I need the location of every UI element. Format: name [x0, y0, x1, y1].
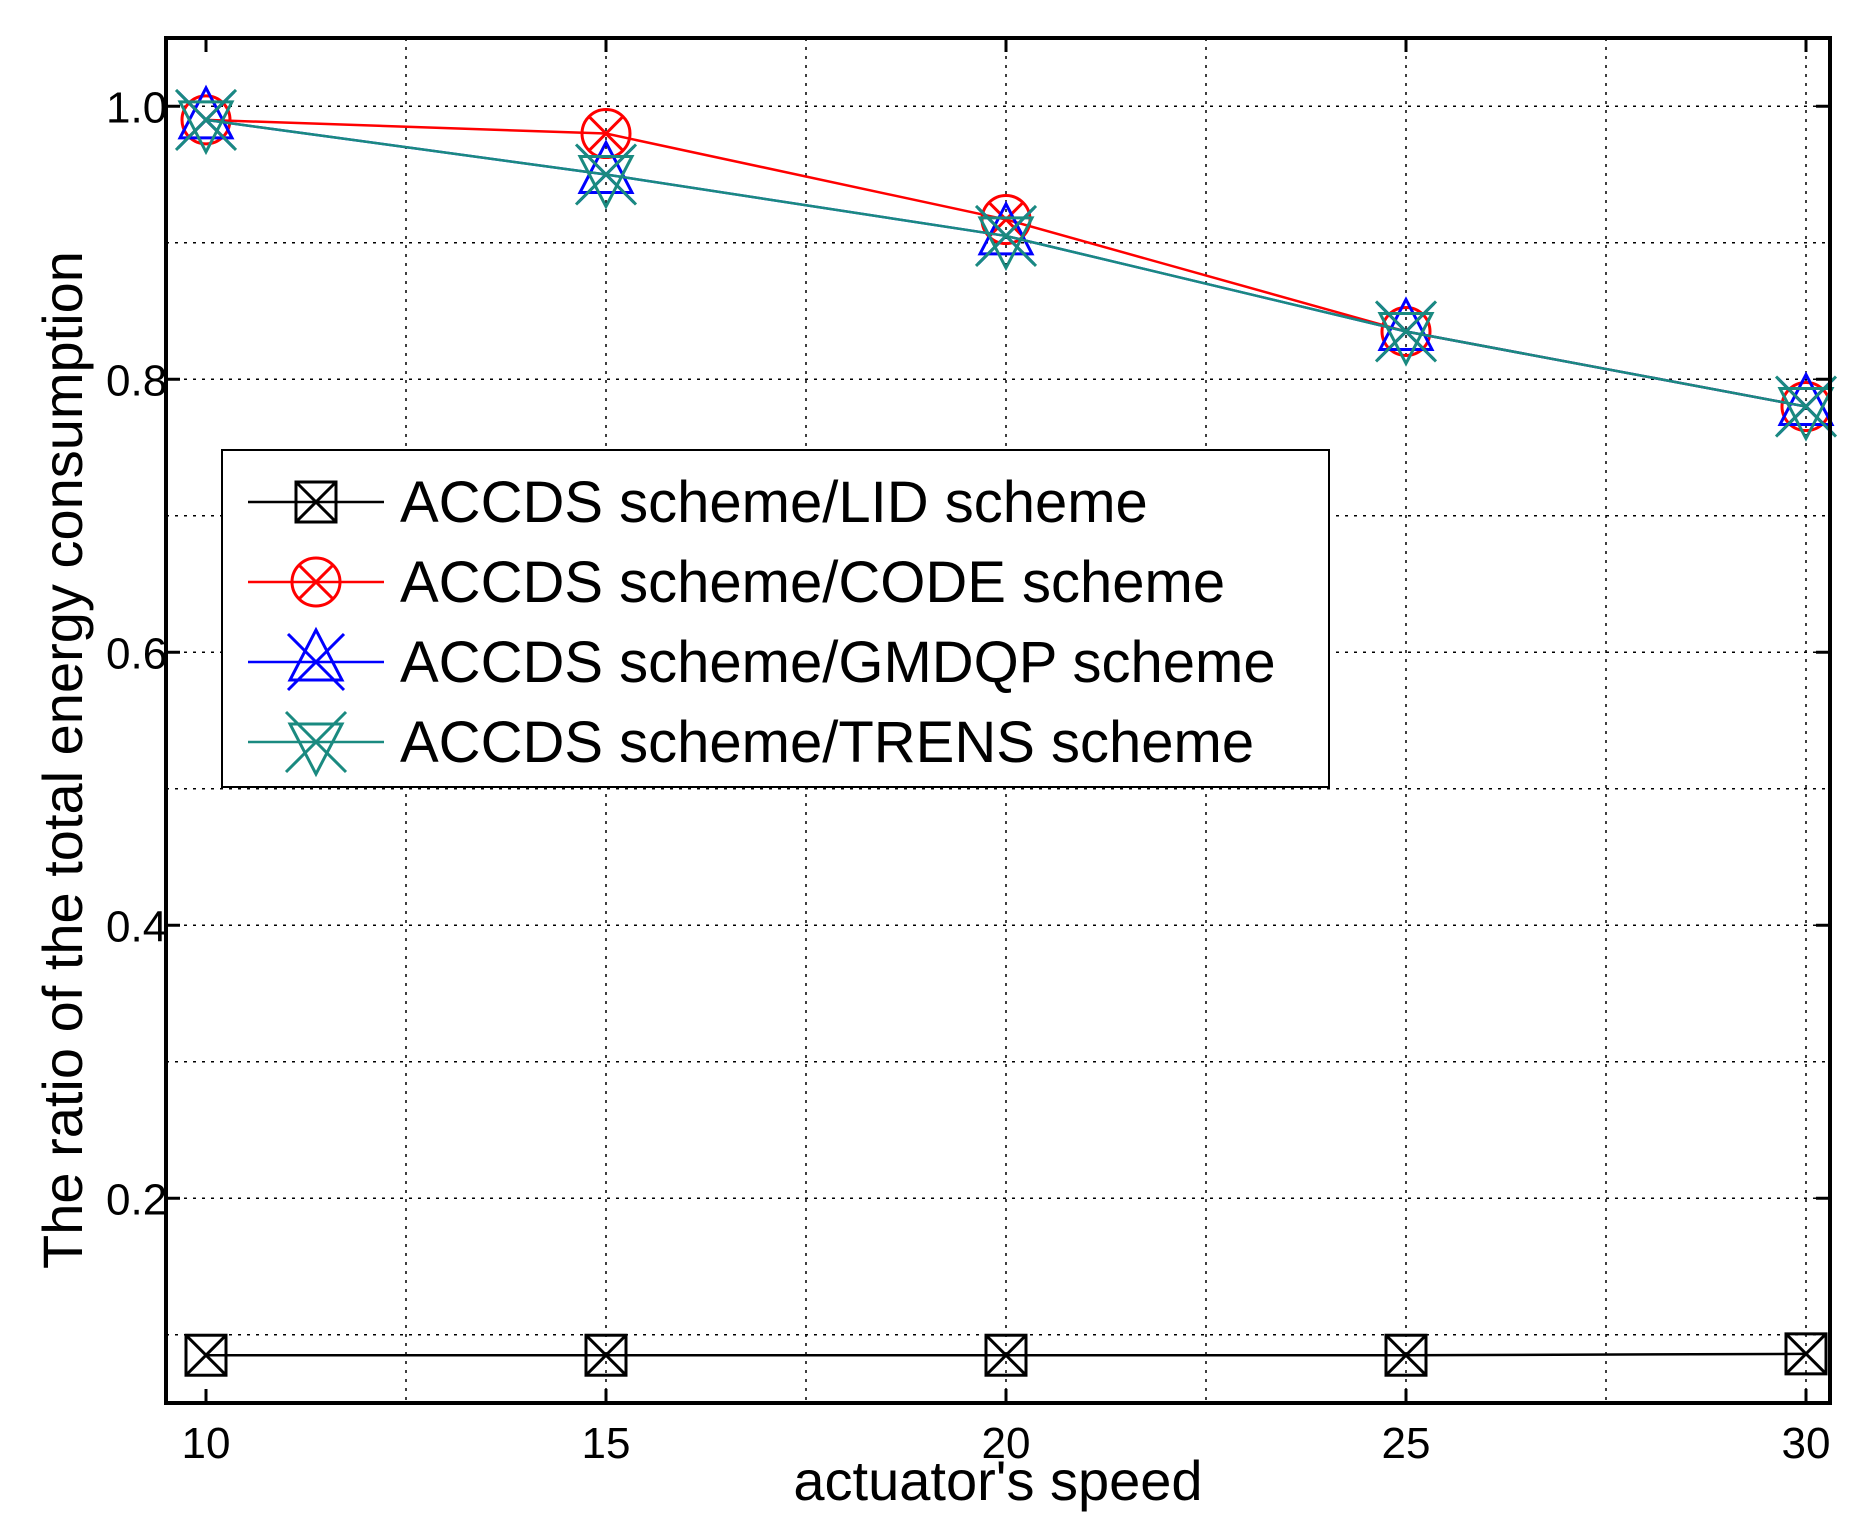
- tick-labels: 10 15 20 25 30 0.2 0.4 0.6 0.8 1.0: [106, 38, 1830, 1468]
- legend-marker: [294, 480, 338, 524]
- data-point: [1774, 375, 1838, 442]
- legend-label: ACCDS scheme/GMDQP scheme: [400, 630, 1276, 695]
- y-tick-label: 0.2: [106, 1175, 167, 1224]
- series-0: [184, 1332, 1828, 1377]
- legend-item: ACCDS scheme/TRENS scheme: [248, 710, 1254, 778]
- x-tick-label: 25: [1382, 1419, 1431, 1468]
- plot-frame: [164, 36, 1832, 1405]
- x-tick-label: 15: [582, 1419, 631, 1468]
- x-tick-label: 10: [182, 1419, 231, 1468]
- y-tick-label: 0.8: [106, 356, 167, 405]
- y-tick-label: 0.4: [106, 902, 167, 951]
- series-3: [174, 88, 1838, 442]
- legend-label: ACCDS scheme/CODE scheme: [400, 550, 1225, 615]
- data-point: [584, 1333, 628, 1377]
- legend-marker: [286, 626, 346, 692]
- legend: ACCDS scheme/LID scheme ACCDS scheme/CODE…: [221, 449, 1330, 788]
- y-tick-label: 0.6: [106, 629, 167, 678]
- y-axis-title: The ratio of the total energy consumptio…: [31, 251, 94, 1269]
- data-point: [574, 143, 638, 210]
- legend-box: [221, 449, 1330, 788]
- x-tick-label: 20: [982, 1419, 1031, 1468]
- x-tick-label: 30: [1782, 1419, 1831, 1468]
- legend-marker: [290, 556, 342, 608]
- data-point: [974, 204, 1038, 272]
- data-point: [1384, 1333, 1428, 1377]
- legend-marker: [284, 710, 348, 778]
- data-point: [984, 1333, 1028, 1377]
- data-point: [174, 88, 238, 156]
- legend-item: ACCDS scheme/LID scheme: [248, 470, 1148, 535]
- data-point: [184, 1333, 228, 1377]
- x-axis-title: actuator's speed: [793, 1449, 1202, 1512]
- legend-label: ACCDS scheme/LID scheme: [400, 470, 1148, 535]
- data-point: [1784, 1332, 1828, 1376]
- data-point: [1374, 300, 1438, 367]
- series-group: [174, 84, 1838, 1377]
- legend-label: ACCDS scheme/TRENS scheme: [400, 710, 1254, 775]
- legend-item: ACCDS scheme/GMDQP scheme: [248, 626, 1276, 695]
- y-tick-label: 1.0: [106, 83, 167, 132]
- legend-item: ACCDS scheme/CODE scheme: [248, 550, 1225, 615]
